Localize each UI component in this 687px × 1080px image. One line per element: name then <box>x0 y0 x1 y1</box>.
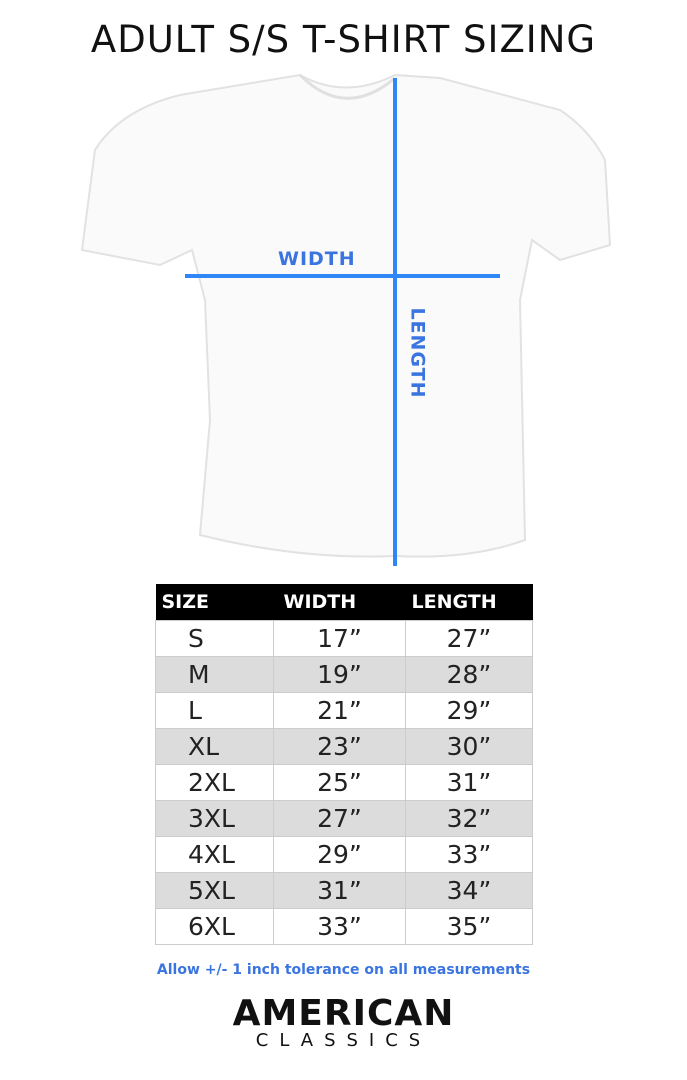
size-cell: L <box>155 692 274 729</box>
size-cell: 2XL <box>155 764 274 801</box>
table-row: 6XL 33” 35” <box>155 908 533 945</box>
header-length: LENGTH <box>405 584 533 621</box>
page-title: ADULT S/S T-SHIRT SIZING <box>90 18 597 61</box>
width-cell: 27” <box>273 800 406 837</box>
table-header: SIZE WIDTH LENGTH <box>155 584 533 621</box>
width-label: WIDTH <box>278 248 356 270</box>
width-cell: 17” <box>273 620 406 657</box>
table-row: M 19” 28” <box>155 656 533 693</box>
header-width: WIDTH <box>273 584 406 621</box>
length-cell: 27” <box>405 620 533 657</box>
size-cell: S <box>155 620 274 657</box>
width-cell: 19” <box>273 656 406 693</box>
width-cell: 33” <box>273 908 406 945</box>
length-cell: 33” <box>405 836 533 873</box>
table-row: 4XL 29” 33” <box>155 836 533 873</box>
tshirt-diagram <box>80 73 612 566</box>
size-cell: 6XL <box>155 908 274 945</box>
width-cell: 25” <box>273 764 406 801</box>
width-cell: 29” <box>273 836 406 873</box>
table-row: 2XL 25” 31” <box>155 764 533 801</box>
size-cell: 4XL <box>155 836 274 873</box>
size-cell: M <box>155 656 274 693</box>
header-size: SIZE <box>155 584 274 621</box>
width-cell: 21” <box>273 692 406 729</box>
table-row: XL 23” 30” <box>155 728 533 765</box>
length-cell: 31” <box>405 764 533 801</box>
table-row: S 17” 27” <box>155 620 533 657</box>
length-cell: 34” <box>405 872 533 909</box>
length-cell: 32” <box>405 800 533 837</box>
length-cell: 35” <box>405 908 533 945</box>
logo-american: AMERICAN <box>232 993 455 1034</box>
length-cell: 30” <box>405 728 533 765</box>
size-table: SIZE WIDTH LENGTH S 17” 27” M 19” 28” L 21” 29” X… <box>155 584 533 945</box>
table-row: 3XL 27” 32” <box>155 800 533 837</box>
table-row: L 21” 29” <box>155 692 533 729</box>
logo-classics: CLASSICS <box>255 1030 432 1051</box>
table-row: 5XL 31” 34” <box>155 872 533 909</box>
size-cell: XL <box>155 728 274 765</box>
length-cell: 29” <box>405 692 533 729</box>
length-cell: 28” <box>405 656 533 693</box>
tolerance-note: Allow +/- 1 inch tolerance on all measur… <box>156 962 531 978</box>
width-cell: 23” <box>273 728 406 765</box>
size-cell: 3XL <box>155 800 274 837</box>
size-cell: 5XL <box>155 872 274 909</box>
length-label: LENGTH <box>406 307 429 399</box>
tshirt-shape <box>80 73 612 558</box>
width-cell: 31” <box>273 872 406 909</box>
tshirt-collar <box>298 73 396 100</box>
